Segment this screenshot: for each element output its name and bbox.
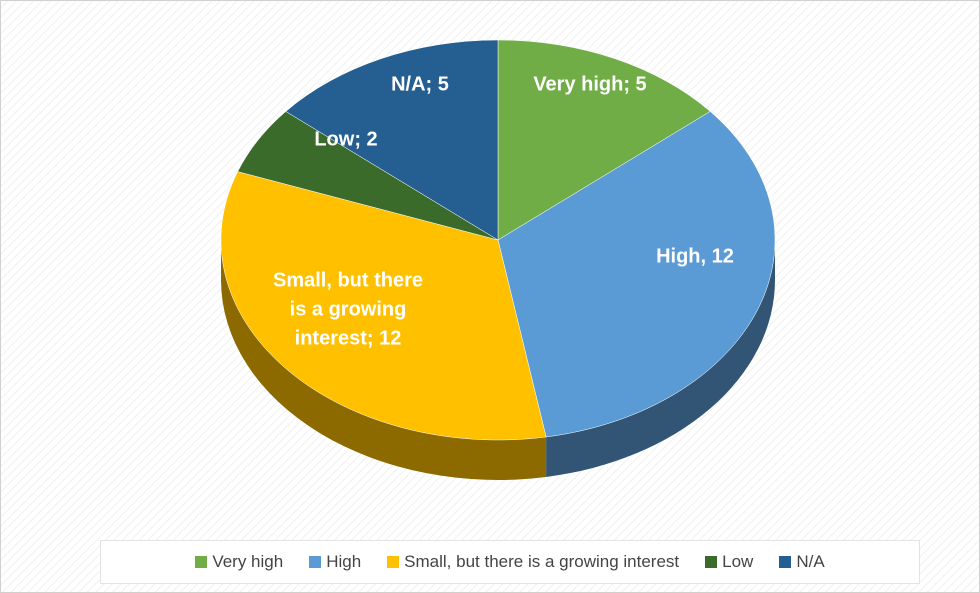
legend-item: N/A — [779, 552, 825, 572]
data-label: Very high; 5 — [533, 73, 647, 96]
legend-swatch — [309, 556, 322, 568]
legend-swatch — [779, 556, 792, 568]
legend-label: Very high — [212, 552, 284, 571]
slice — [285, 39, 499, 241]
legend-swatch — [195, 556, 208, 568]
legend-item: High — [309, 552, 361, 572]
legend-swatch — [387, 556, 400, 568]
slice — [220, 171, 547, 441]
legend-label: Small, but there is a growing interest — [404, 552, 680, 571]
slice — [497, 111, 776, 438]
legend-swatch — [705, 556, 718, 568]
legend-label: N/A — [796, 552, 825, 571]
legend-label: High — [326, 552, 362, 571]
legend-label: Low — [722, 552, 754, 571]
data-label: High, 12 — [656, 245, 734, 268]
data-label: Low; 2 — [314, 128, 378, 151]
legend-item: Low — [705, 552, 753, 572]
slice-side — [546, 240, 775, 477]
data-label: Small, but there is a growing interest; … — [272, 269, 424, 350]
data-label: N/A; 5 — [391, 73, 449, 96]
legend: Very high High Small, but there is a growi… — [100, 540, 920, 584]
slice-side — [221, 240, 547, 480]
slice — [497, 39, 711, 241]
legend-item: Small, but there is a growing interest — [387, 552, 679, 572]
legend-item: Very high — [195, 552, 283, 572]
pie — [220, 39, 776, 480]
